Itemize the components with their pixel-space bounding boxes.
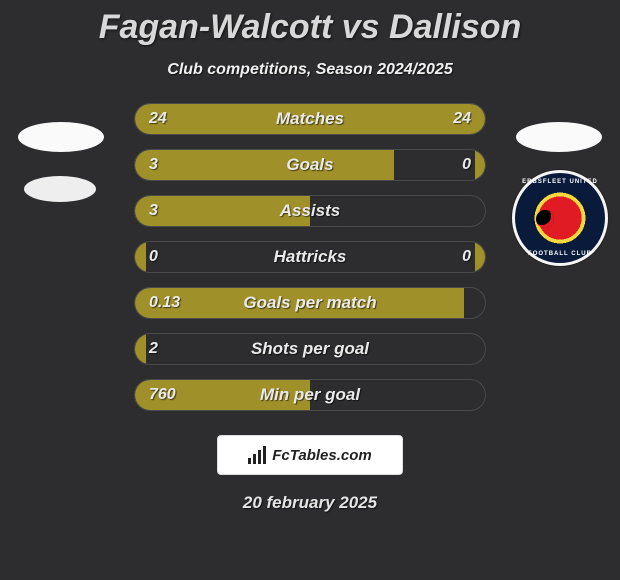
stat-row: 24Matches24 — [134, 103, 486, 135]
player-left-photo-placeholder — [18, 122, 104, 152]
bar-chart-icon — [248, 446, 266, 464]
stat-row: 3Assists — [134, 195, 486, 227]
stat-value-right: 0 — [462, 242, 471, 272]
stat-value-right: 0 — [462, 150, 471, 180]
stat-row: 3Goals0 — [134, 149, 486, 181]
stat-label: Shots per goal — [135, 334, 485, 364]
stat-row: 2Shots per goal — [134, 333, 486, 365]
page-title: Fagan-Walcott vs Dallison — [0, 0, 620, 47]
branding-box[interactable]: FcTables.com — [217, 435, 403, 475]
branding-label: FcTables.com — [272, 447, 371, 464]
player-right-photo-placeholder — [516, 122, 602, 152]
club-badge-icon: EBBSFLEET UNITED FOOTBALL CLUB — [512, 170, 608, 266]
stats-container: 24Matches243Goals03Assists0Hattricks00.1… — [0, 103, 620, 411]
stat-label: Matches — [135, 104, 485, 134]
stat-row: 0.13Goals per match — [134, 287, 486, 319]
stat-row: 760Min per goal — [134, 379, 486, 411]
stat-label: Assists — [135, 196, 485, 226]
page-subtitle: Club competitions, Season 2024/2025 — [0, 61, 620, 79]
stat-row: 0Hattricks0 — [134, 241, 486, 273]
date-text: 20 february 2025 — [0, 493, 620, 513]
stat-label: Goals per match — [135, 288, 485, 318]
club-badge-bottom-text: FOOTBALL CLUB — [515, 251, 605, 257]
stat-label: Hattricks — [135, 242, 485, 272]
club-badge-top-text: EBBSFLEET UNITED — [515, 179, 605, 185]
stat-label: Min per goal — [135, 380, 485, 410]
stat-value-right: 24 — [453, 104, 471, 134]
stat-label: Goals — [135, 150, 485, 180]
player-left-photo-placeholder-2 — [24, 176, 96, 202]
